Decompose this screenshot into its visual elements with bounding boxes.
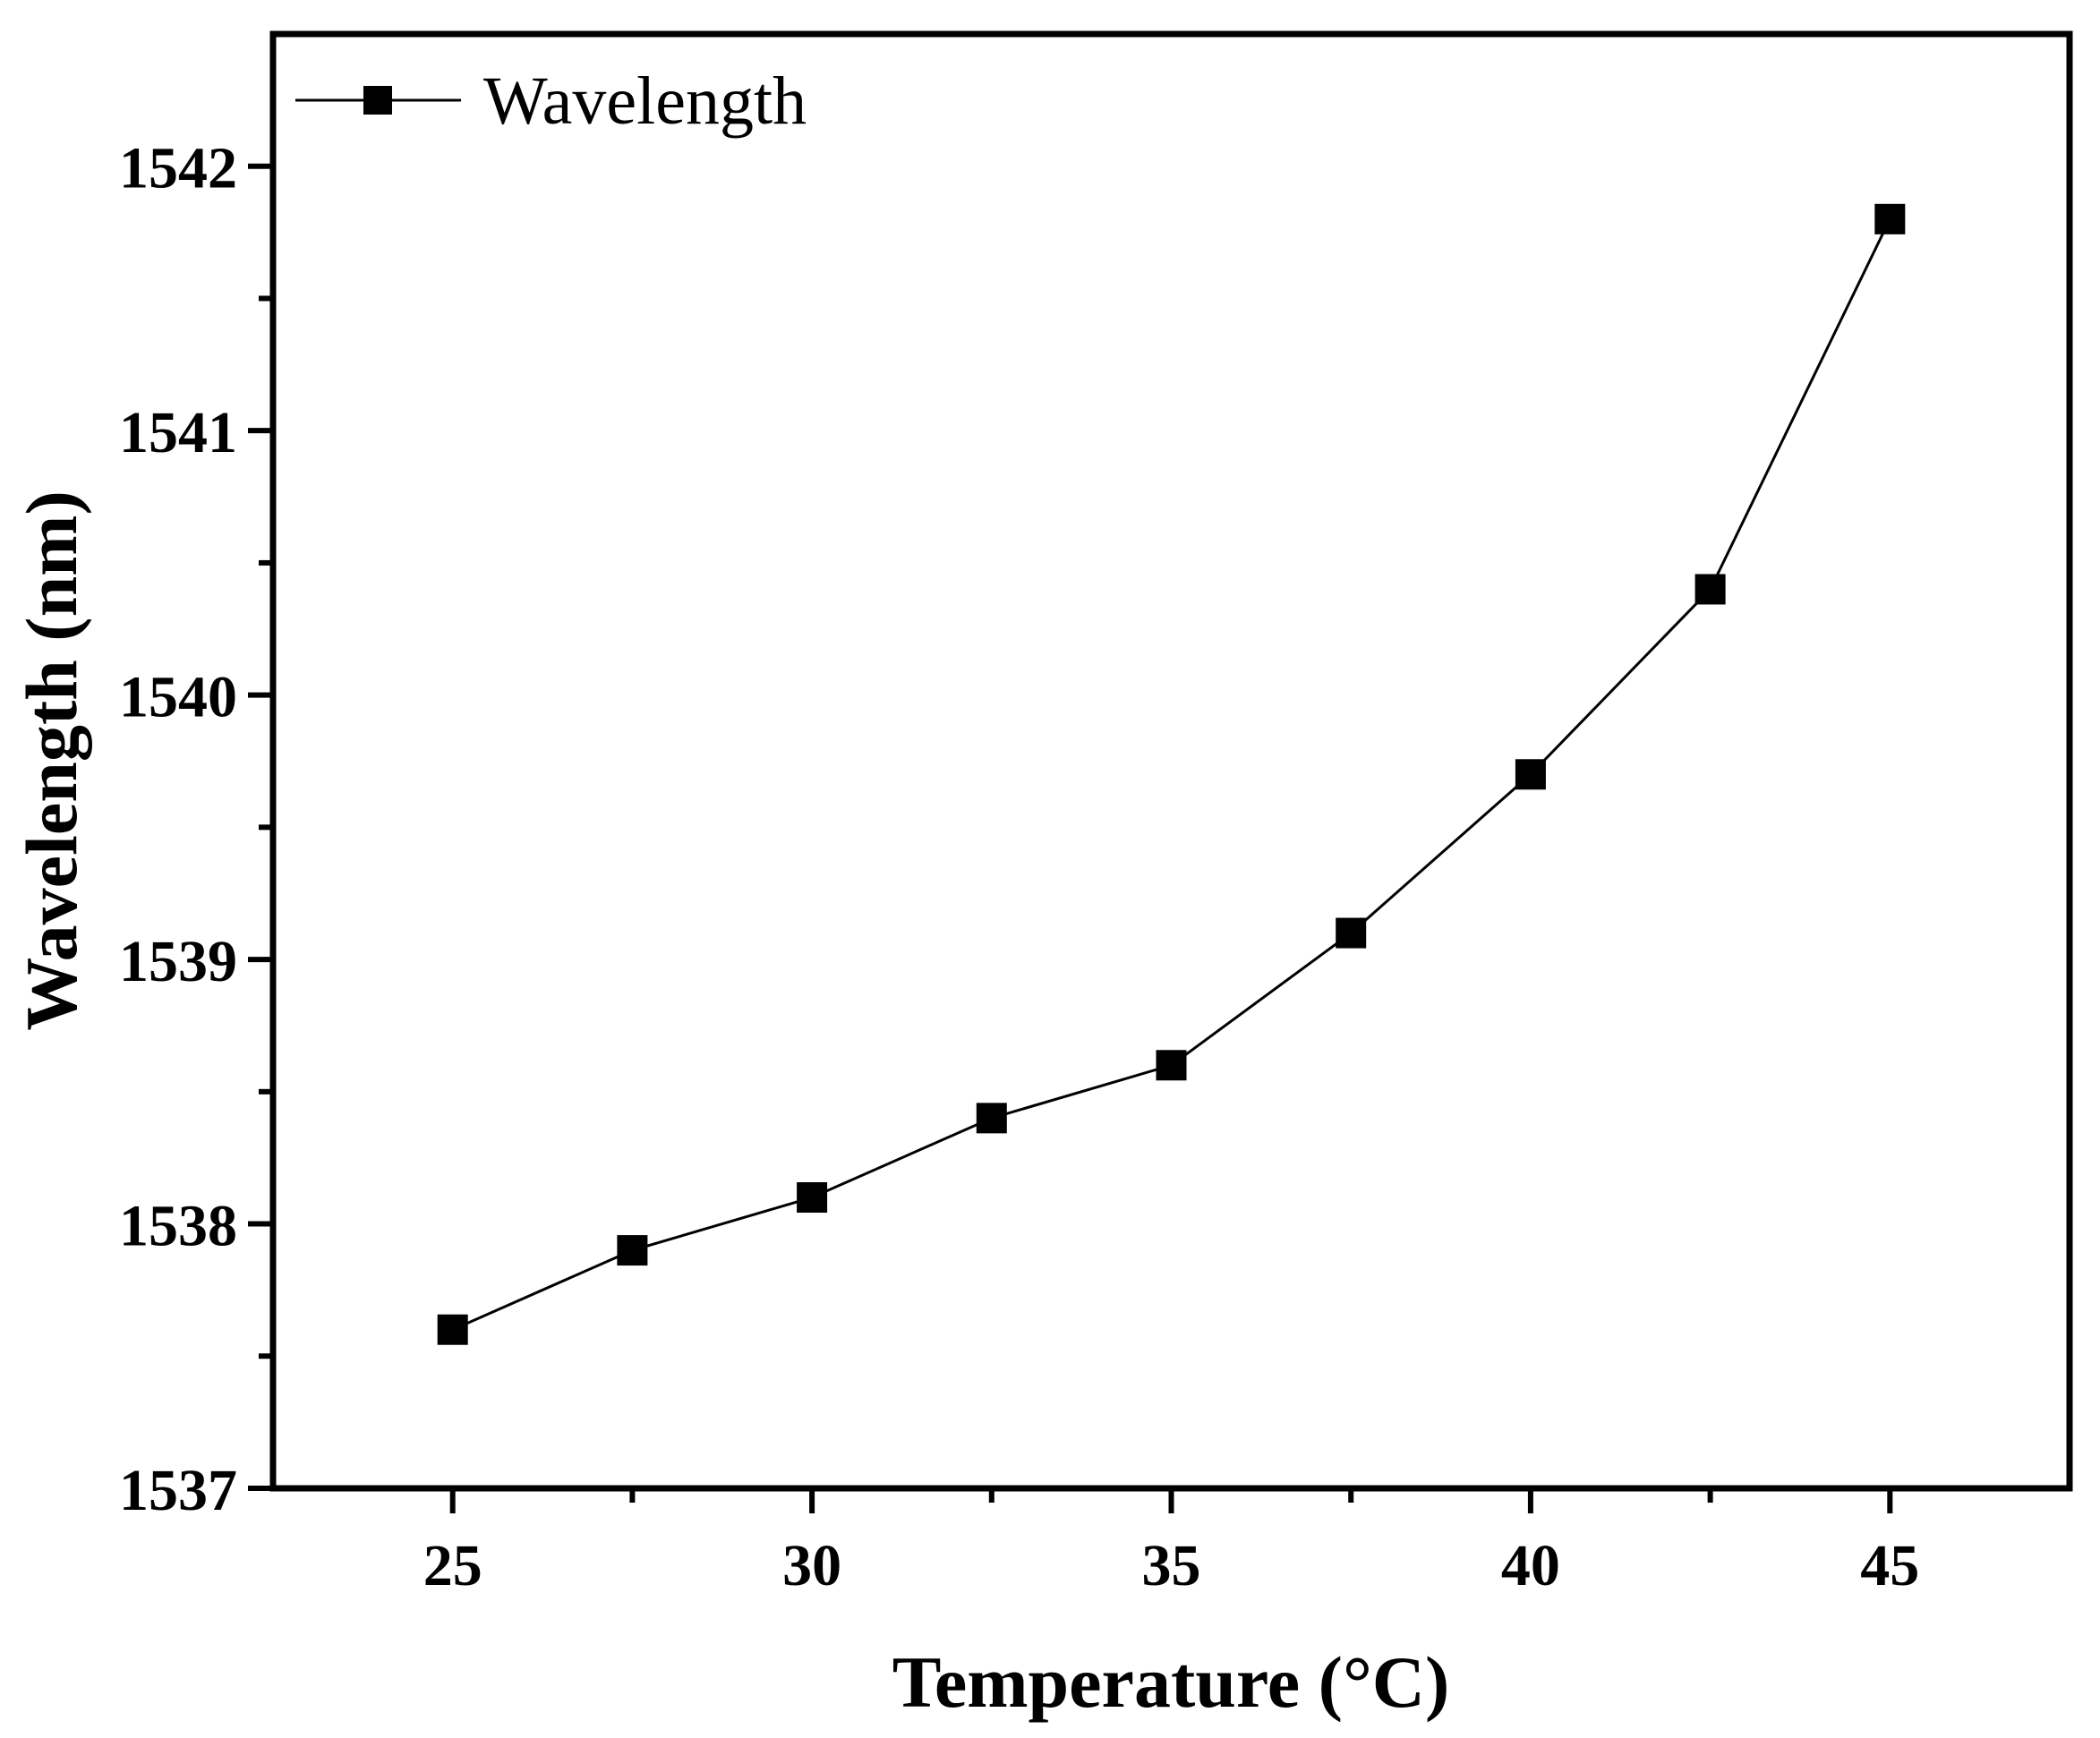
x-tick-label-40: 40 [1501,1533,1560,1598]
x-tick-label-30: 30 [782,1533,841,1598]
y-tick-label-1539: 1539 [119,929,237,994]
data-point-30 [797,1182,828,1213]
data-point-42.5 [1695,574,1726,605]
legend: Wavelength [295,64,807,139]
x-tick-label-25: 25 [423,1533,482,1598]
legend-square-marker [363,86,392,115]
data-point-25 [437,1314,468,1345]
x-tick-label-35: 35 [1142,1533,1201,1598]
data-point-37.5 [1336,917,1367,949]
data-point-32.5 [976,1103,1007,1134]
x-axis-title: Temperature (°C) [892,1641,1450,1723]
data-point-35 [1156,1050,1187,1081]
y-tick-label-1537: 1537 [119,1458,237,1523]
series-line [452,218,1891,1332]
plot-frame [269,30,2073,1492]
y-axis-title: Wavelength (nm) [11,490,92,1031]
y-tick-label-1541: 1541 [119,400,237,465]
legend-label: Wavelength [483,64,807,139]
data-point-45 [1874,203,1906,234]
data-point-40 [1515,759,1546,790]
y-tick-label-1542: 1542 [119,136,237,201]
data-point-27.5 [617,1235,648,1266]
x-tick-label-45: 45 [1860,1533,1919,1598]
y-tick-label-1538: 1538 [119,1194,237,1259]
axis-ticks: 25 30 35 40 45 1537 1538 1539 1540 1541 1542 [119,136,1919,1598]
y-tick-label-1540: 1540 [119,665,237,730]
series-layer [437,203,1906,1345]
